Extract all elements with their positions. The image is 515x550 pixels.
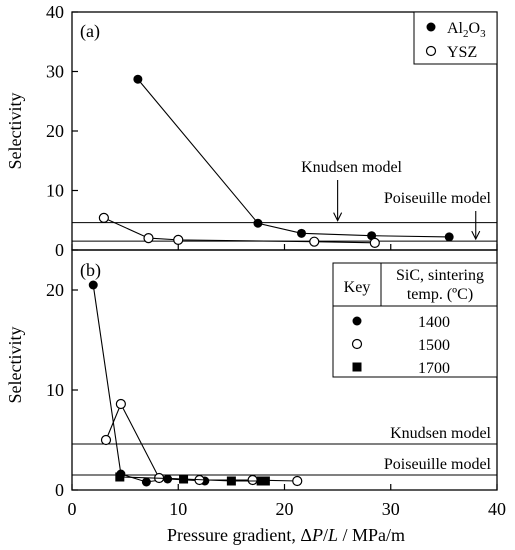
panel-a: (a) Selectivity Knudsen model Poiseuille … [5,2,498,260]
panel-b-legend-key-title: Key [344,279,371,296]
data-point [369,237,380,248]
data-point [444,232,454,242]
data-point [98,212,109,223]
y-tick-label: 20 [46,121,64,141]
panel-b-xlabel: Pressure gradient, ΔP/L / MPa/m [167,525,405,545]
panel-a-reference-lines: Knudsen model Poiseuille model [72,159,497,242]
data-point [115,398,126,410]
reference-label-poiseuille: Poiseuille model [384,456,492,473]
data-point [100,434,112,446]
y-tick-label: 0 [55,240,64,260]
panel-b-x-ticks: 0 10 20 30 40 [68,484,506,519]
x-tick-label: 10 [169,499,187,519]
panel-b-label: (b) [80,260,101,281]
data-point [292,475,303,487]
data-point [115,472,125,482]
data-point [141,477,151,487]
x-tick-label: 0 [68,499,77,519]
panel-a-legend: Al2O3 YSZ [413,11,498,65]
panel-a-y-ticks: 0 10 20 30 40 [46,2,498,260]
legend-1700-marker [352,362,362,372]
x-tick-label: 30 [382,499,400,519]
legend-1400-marker [352,316,362,326]
legend-ysz-label: YSZ [447,44,477,61]
legend-1700-label: 1700 [418,360,450,377]
panel-b-ylabel: Selectivity [5,327,25,404]
reference-label-poiseuille: Poiseuille model [384,190,492,207]
panel-a-label: (a) [80,21,100,42]
data-point [133,74,143,84]
y-tick-label: 10 [46,380,64,400]
y-tick-label: 20 [46,280,64,300]
panel-b-legend-title-1: SiC, sintering [396,267,484,284]
legend-1500-label: 1500 [418,337,450,354]
data-point [309,236,320,247]
panel-b-series [88,280,303,487]
panel-a-legend-box [413,11,498,65]
panel-b-y-ticks: 0 10 20 [46,280,78,500]
data-point [260,476,270,486]
legend-al2o3-label: Al2O3 [447,20,486,40]
legend-ysz-marker [425,45,437,57]
y-tick-label: 40 [46,2,64,22]
data-point [247,474,258,486]
y-tick-label: 30 [46,62,64,82]
x-tick-label: 20 [276,499,294,519]
reference-label-knudsen: Knudsen model [390,425,491,442]
data-point [179,474,189,484]
y-tick-label: 10 [46,181,64,201]
y-tick-label: 0 [55,480,64,500]
reference-arrow-head [333,212,343,222]
x-tick-label: 40 [488,499,506,519]
data-point [143,233,154,244]
data-point [226,476,236,486]
legend-1400-label: 1400 [418,314,450,331]
reference-label-knudsen: Knudsen model [301,159,402,176]
legend-1500-marker [351,338,363,350]
panel-b-reference-lines: Knudsen model Poiseuille model [72,425,497,476]
reference-arrow-head [471,230,481,241]
panel-a-ylabel: Selectivity [5,93,25,170]
series-line-1 [105,402,298,482]
panel-a-series [98,74,454,248]
series-line-0 [137,78,450,238]
panel-b: (b) Selectivity Knudsen model Poiseuille … [5,249,506,545]
data-point [88,280,98,290]
data-point [173,234,184,245]
data-point [253,218,263,228]
panel-b-legend: Key SiC, sintering temp. (ºC) 1400 1500 … [332,262,498,378]
data-point [297,228,306,238]
panel-b-legend-title-2: temp. (ºC) [407,286,473,303]
legend-al2o3-marker [426,22,436,32]
series-line-0 [92,284,205,483]
